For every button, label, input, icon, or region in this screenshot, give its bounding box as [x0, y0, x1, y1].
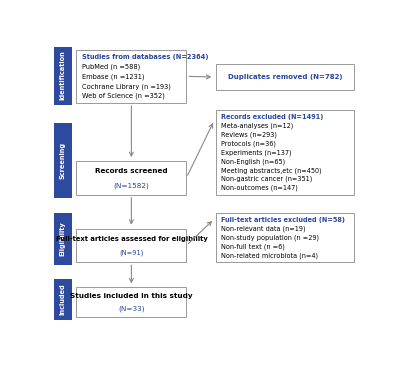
FancyBboxPatch shape [54, 47, 72, 105]
Text: Eligibility: Eligibility [60, 222, 66, 257]
Text: Non-gastric cancer (n=351): Non-gastric cancer (n=351) [222, 176, 313, 182]
Text: Meeting abstracts,etc (n=450): Meeting abstracts,etc (n=450) [222, 167, 322, 173]
Text: (N=33): (N=33) [118, 305, 145, 311]
Text: Non-related microbiota (n=4): Non-related microbiota (n=4) [222, 253, 318, 259]
Text: Full-text articles assessed for eligibility: Full-text articles assessed for eligibil… [56, 235, 207, 242]
Text: (N=91): (N=91) [119, 250, 144, 256]
Text: Records excluded (N=1491): Records excluded (N=1491) [222, 115, 324, 120]
Text: Non-study population (n =29): Non-study population (n =29) [222, 235, 320, 241]
Text: Embase (n =1231): Embase (n =1231) [82, 73, 144, 80]
FancyBboxPatch shape [76, 287, 186, 317]
FancyBboxPatch shape [216, 213, 354, 262]
FancyBboxPatch shape [216, 110, 354, 195]
Text: Screening: Screening [60, 142, 66, 179]
Text: Experiments (n=137): Experiments (n=137) [222, 149, 292, 156]
FancyBboxPatch shape [76, 228, 186, 262]
FancyBboxPatch shape [54, 279, 72, 320]
Text: Cochrane Library (n =193): Cochrane Library (n =193) [82, 83, 171, 90]
Text: Duplicates removed (N=782): Duplicates removed (N=782) [228, 74, 342, 80]
Text: Reviews (n=293): Reviews (n=293) [222, 132, 277, 138]
Text: Included: Included [60, 283, 66, 315]
FancyBboxPatch shape [76, 161, 186, 195]
Text: Identification: Identification [60, 51, 66, 101]
Text: Non-full text (n =6): Non-full text (n =6) [222, 243, 285, 250]
Text: Non-outcomes (n=147): Non-outcomes (n=147) [222, 185, 298, 191]
FancyBboxPatch shape [216, 64, 354, 90]
Text: Studies included in this study: Studies included in this study [70, 293, 193, 299]
Text: Non-English (n=65): Non-English (n=65) [222, 158, 286, 165]
Text: Studies from databases (N=2364): Studies from databases (N=2364) [82, 54, 208, 60]
Text: Full-text articles excluded (N=58): Full-text articles excluded (N=58) [222, 217, 345, 223]
Text: (N=1582): (N=1582) [114, 182, 149, 188]
FancyBboxPatch shape [54, 213, 72, 265]
Text: PubMed (n =588): PubMed (n =588) [82, 64, 140, 70]
FancyBboxPatch shape [54, 123, 72, 198]
FancyBboxPatch shape [76, 49, 186, 103]
Text: Web of Science (n =352): Web of Science (n =352) [82, 93, 165, 99]
Text: Records screened: Records screened [95, 168, 168, 174]
Text: Non-relevant data (n=19): Non-relevant data (n=19) [222, 226, 306, 232]
Text: Meta-analyses (n=12): Meta-analyses (n=12) [222, 123, 294, 130]
Text: Protocols (n=36): Protocols (n=36) [222, 141, 276, 147]
